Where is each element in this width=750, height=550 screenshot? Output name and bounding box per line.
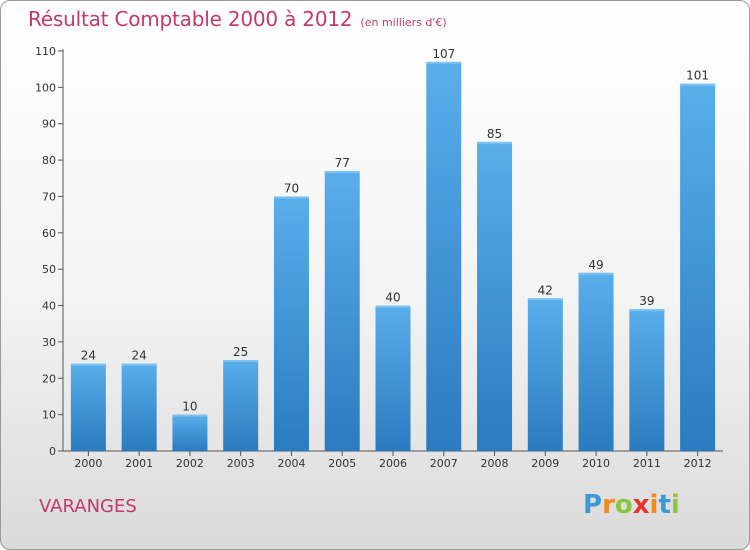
y-tick-label: 100 (35, 81, 56, 94)
town-name: VARANGES (39, 496, 137, 517)
bar-highlight (426, 61, 462, 64)
x-tick-label: 2010 (582, 457, 610, 470)
y-tick-label: 80 (42, 154, 56, 167)
data-label: 39 (639, 294, 654, 308)
y-tick-label: 0 (49, 445, 56, 458)
axes: 0 10 20 30 40 50 60 70 80 90 100 110 2000 2001 2002 200… (35, 45, 723, 470)
title-line: Résultat Comptable 2000 à 2012 (en millie… (28, 7, 447, 31)
x-tick-label: 2004 (277, 457, 305, 470)
bar-highlight (172, 414, 208, 417)
bar (578, 272, 614, 451)
y-tick-label: 90 (42, 118, 56, 131)
logo-letter: o (614, 490, 633, 520)
x-tick-label: 2009 (531, 457, 559, 470)
bar (121, 363, 157, 451)
proxiti-logo[interactable]: Proxiti (583, 490, 680, 520)
logo-letter: i (649, 490, 659, 520)
bar (70, 363, 106, 451)
y-tick-label: 10 (42, 409, 56, 422)
data-labels: 24 24 10 25 70 77 40 107 85 42 49 39 101 (81, 47, 709, 414)
chart-subtitle: (en milliers d'€) (360, 16, 447, 29)
bar-highlight (121, 363, 157, 366)
x-tick-label: 2012 (684, 457, 712, 470)
x-tick-label: 2008 (481, 457, 509, 470)
data-label: 107 (432, 47, 455, 61)
logo-letter: r (602, 490, 615, 520)
data-label: 24 (132, 349, 147, 363)
logo-letter: P (583, 490, 603, 520)
bar-highlight (324, 171, 360, 173)
bar-highlight (629, 309, 665, 312)
bar (680, 83, 716, 452)
bar-highlight (223, 360, 259, 363)
y-tick-label: 30 (42, 336, 56, 349)
bar (172, 414, 208, 451)
y-tick-label: 110 (35, 45, 56, 58)
chart-title: Résultat Comptable 2000 à 2012 (28, 7, 353, 31)
logo-letter: t (658, 490, 671, 520)
data-label: 49 (588, 258, 603, 272)
bar (375, 305, 411, 451)
bar-highlight (70, 363, 106, 366)
bar-highlight (680, 83, 716, 86)
x-tick-label: 2007 (430, 457, 458, 470)
bar-highlight (578, 272, 614, 275)
data-label: 70 (284, 181, 299, 195)
x-tick-label: 2003 (227, 457, 255, 470)
data-label: 42 (538, 283, 553, 297)
bar (527, 298, 563, 451)
data-label: 10 (182, 400, 197, 414)
x-tick-label: 2001 (125, 457, 153, 470)
data-label: 40 (385, 291, 400, 305)
data-label: 85 (487, 127, 502, 141)
data-label: 25 (233, 345, 248, 359)
bar-highlight (273, 196, 309, 199)
x-tick-label: 2011 (633, 457, 661, 470)
bar-highlight (527, 298, 563, 301)
x-tick-label: 2005 (328, 457, 356, 470)
bar (273, 196, 309, 451)
y-tick-label: 40 (42, 300, 56, 313)
bars (70, 61, 716, 452)
y-tick-label: 70 (42, 190, 56, 203)
data-label: 77 (335, 156, 350, 170)
y-tick-label: 20 (42, 372, 56, 385)
bar-highlight (375, 305, 411, 308)
logo-letter: x (632, 490, 650, 520)
bar (629, 309, 665, 451)
data-label: 101 (686, 69, 709, 83)
bar (324, 171, 360, 451)
y-tick-label: 60 (42, 227, 56, 240)
x-tick-label: 2002 (176, 457, 204, 470)
bar (223, 360, 259, 451)
x-tick-label: 2006 (379, 457, 407, 470)
bar (477, 141, 513, 451)
logo-letter: i (670, 490, 680, 520)
bar (426, 61, 462, 452)
data-label: 24 (81, 349, 96, 363)
x-tick-label: 2000 (74, 457, 102, 470)
bar-highlight (477, 141, 513, 144)
y-tick-label: 50 (42, 263, 56, 276)
